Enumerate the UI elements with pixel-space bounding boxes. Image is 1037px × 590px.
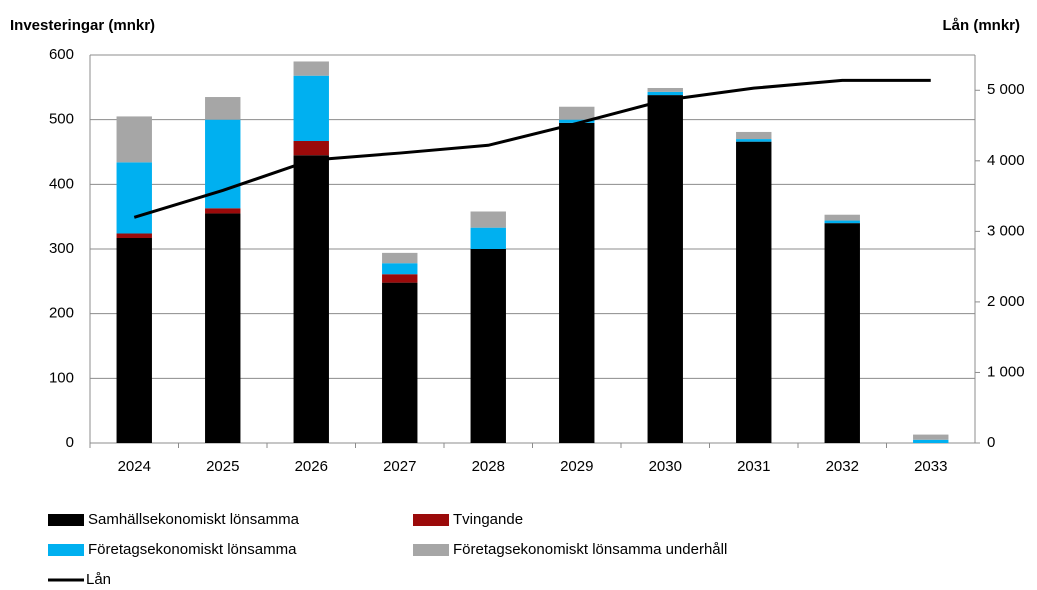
bar-segment bbox=[205, 213, 241, 443]
x-tick-label: 2025 bbox=[206, 458, 239, 475]
bar-segment bbox=[559, 106, 595, 120]
bar-segment bbox=[293, 75, 329, 142]
bar-segment bbox=[559, 122, 595, 444]
y-axis-title: Investeringar (mnkr) bbox=[10, 17, 155, 34]
x-tick-label: 2027 bbox=[383, 458, 416, 475]
legend-label: Lån bbox=[86, 571, 111, 588]
y2-tick-label: 1 000 bbox=[987, 363, 1025, 380]
bar-segment bbox=[293, 61, 329, 76]
y-tick-label: 500 bbox=[49, 111, 74, 128]
x-tick-label: 2028 bbox=[472, 458, 505, 475]
bar-segment bbox=[293, 141, 329, 156]
bar-segment bbox=[382, 274, 418, 283]
x-tick-label: 2031 bbox=[737, 458, 770, 475]
bar-segment bbox=[116, 233, 152, 239]
bar-segment bbox=[205, 208, 241, 214]
bar-segment bbox=[736, 141, 772, 444]
bar-segment bbox=[382, 252, 418, 264]
x-tick-label: 2024 bbox=[118, 458, 151, 475]
y-tick-label: 300 bbox=[49, 240, 74, 257]
bar-segment bbox=[647, 91, 683, 96]
y-tick-label: 100 bbox=[49, 369, 74, 386]
y-tick-label: 0 bbox=[66, 434, 74, 451]
y-tick-label: 200 bbox=[49, 305, 74, 322]
legend-label: Företagsekonomiskt lönsamma underhåll bbox=[453, 541, 727, 558]
bar-segment bbox=[116, 162, 152, 234]
legend-label: Företagsekonomiskt lönsamma bbox=[88, 541, 297, 558]
bar-segment bbox=[293, 155, 329, 443]
bar-segment bbox=[913, 434, 949, 440]
bar-segment bbox=[736, 139, 772, 142]
x-tick-label: 2033 bbox=[914, 458, 947, 475]
bar-segment bbox=[647, 95, 683, 444]
y2-tick-label: 0 bbox=[987, 434, 995, 451]
x-tick-label: 2026 bbox=[295, 458, 328, 475]
legend-swatch bbox=[413, 514, 449, 526]
y2-axis-title: Lån (mnkr) bbox=[942, 17, 1020, 34]
bar-segment bbox=[824, 223, 860, 443]
legend-label: Samhällsekonomiskt lönsamma bbox=[88, 511, 300, 528]
bar-segment bbox=[470, 227, 506, 249]
bar-segment bbox=[559, 119, 595, 123]
y2-tick-label: 2 000 bbox=[987, 293, 1025, 310]
bar-segment bbox=[382, 263, 418, 275]
x-tick-label: 2029 bbox=[560, 458, 593, 475]
legend-swatch bbox=[48, 544, 84, 556]
bar-segment bbox=[913, 439, 949, 443]
bar-segment bbox=[205, 97, 241, 120]
y-tick-label: 400 bbox=[49, 175, 74, 192]
y2-tick-label: 5 000 bbox=[987, 81, 1025, 98]
bar-segment bbox=[824, 214, 860, 221]
y2-tick-label: 4 000 bbox=[987, 152, 1025, 169]
bar-segment bbox=[470, 211, 506, 228]
x-tick-label: 2030 bbox=[649, 458, 682, 475]
legend-swatch bbox=[48, 514, 84, 526]
legend-swatch bbox=[413, 544, 449, 556]
bar-segment bbox=[736, 131, 772, 140]
line-series bbox=[133, 78, 931, 219]
y2-tick-label: 3 000 bbox=[987, 222, 1025, 239]
bar-segment bbox=[116, 238, 152, 443]
bar-segment bbox=[382, 282, 418, 443]
legend-label: Tvingande bbox=[453, 511, 523, 528]
bar-segment bbox=[824, 220, 860, 224]
bar-segment bbox=[116, 116, 152, 163]
bar-segment bbox=[470, 249, 506, 443]
x-tick-label: 2032 bbox=[826, 458, 859, 475]
bar-segment bbox=[647, 87, 683, 92]
y-tick-label: 600 bbox=[49, 46, 74, 63]
